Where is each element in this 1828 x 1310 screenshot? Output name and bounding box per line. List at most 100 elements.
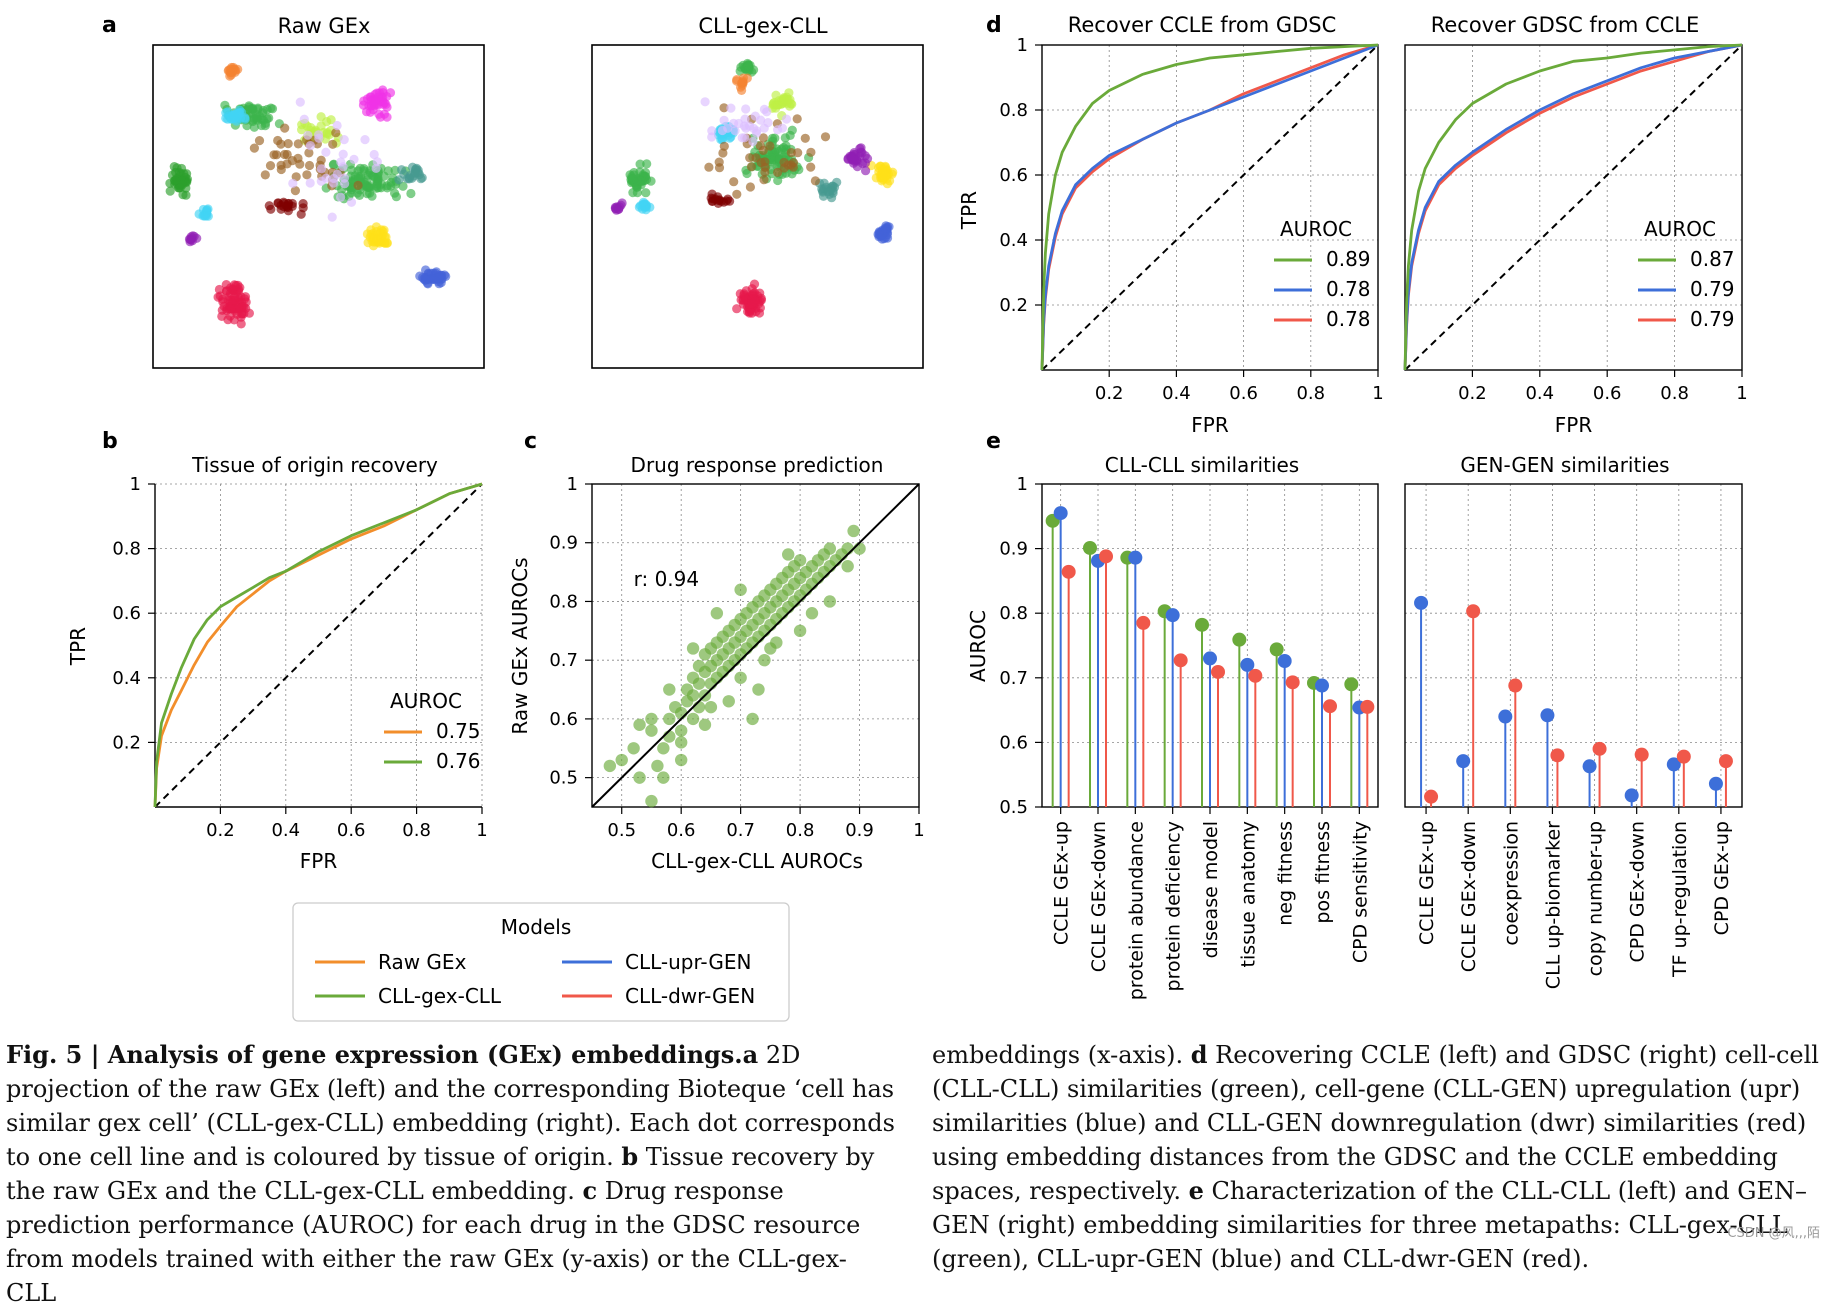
drug-point	[692, 700, 706, 714]
cell-line-point	[747, 308, 757, 318]
cell-line-point	[641, 188, 651, 198]
x-tick-label: 0.6	[337, 820, 366, 841]
cell-line-point	[349, 154, 359, 164]
lollipop-head	[1232, 632, 1247, 647]
caption-a-text: 2D projection of the raw GEx (left) and …	[6, 1041, 895, 1171]
roc-curve-CLL-gex-CLL	[153, 482, 483, 808]
cell-line-point	[748, 136, 758, 147]
cell-line-point	[417, 173, 427, 183]
cell-line-point	[203, 204, 213, 214]
cell-line-point	[360, 135, 370, 145]
cell-line-point	[332, 120, 342, 131]
cell-line-point	[880, 170, 890, 180]
cell-line-point	[730, 126, 740, 136]
cell-line-point	[737, 85, 747, 95]
drug-point	[841, 542, 854, 555]
cell-line-point	[704, 162, 714, 172]
cell-line-point	[264, 113, 274, 123]
cell-line-point	[418, 272, 428, 283]
cell-line-point	[266, 103, 276, 113]
legend-label-cll-dwr-gen: CLL-dwr-GEN	[625, 984, 755, 1008]
legend-value: 0.79	[1690, 277, 1735, 301]
panel-e-left-title: CLL-CLL similarities	[1105, 453, 1299, 477]
cell-line-point	[169, 162, 179, 172]
category-label: CCLE GEx-down	[1458, 821, 1480, 972]
x-tick-label: 0.7	[726, 820, 755, 841]
drug-point	[615, 753, 628, 767]
cell-line-point	[331, 128, 341, 138]
cell-line-point	[288, 178, 298, 188]
drug-point	[674, 724, 688, 737]
cell-line-point	[435, 272, 445, 282]
cell-line-point	[857, 148, 867, 158]
category-label: neg fitness	[1275, 821, 1297, 926]
lollipop-head	[1099, 549, 1113, 564]
caption-d-label: d	[1190, 1040, 1208, 1069]
lollipop-head	[1315, 678, 1329, 693]
y-tick-label: 0.6	[999, 165, 1028, 186]
cell-line-point	[316, 176, 326, 186]
cell-line-point	[792, 114, 802, 124]
cell-line-point	[719, 115, 729, 125]
caption-c-label: c	[582, 1176, 598, 1205]
cell-line-point	[316, 164, 326, 174]
cell-line-point	[369, 149, 379, 160]
drug-point	[627, 742, 640, 755]
legend-title: AUROC	[390, 689, 462, 713]
cell-line-point	[374, 238, 385, 248]
drug-point	[722, 695, 735, 708]
panel-label-a: a	[102, 13, 117, 38]
drug-point	[686, 689, 700, 702]
cell-line-point	[759, 175, 769, 185]
lollipop-head	[1624, 788, 1639, 803]
cell-line-point	[373, 92, 383, 102]
roc-curve-CLL-gex-CLL	[1040, 43, 1379, 371]
cll-gex-cll-projection-frame	[591, 44, 924, 369]
caption-e-label: e	[1188, 1176, 1204, 1205]
y-tick-label: 0.8	[999, 603, 1028, 624]
diagonal-reference	[154, 483, 483, 808]
drug-point	[686, 642, 700, 655]
x-tick-label: 0.8	[1296, 383, 1325, 404]
cell-line-point	[745, 182, 756, 192]
cell-line-point	[177, 180, 187, 190]
category-label: disease model	[1200, 821, 1222, 958]
cell-line-point	[236, 319, 246, 329]
cell-line-point	[272, 150, 282, 160]
x-tick-label: 1	[476, 820, 487, 841]
lollipop-head	[1269, 642, 1284, 657]
x-tick-label: 1	[913, 820, 924, 841]
panel-d-right-title: Recover GDSC from CCLE	[1431, 13, 1700, 37]
models-legend: Models Raw GEx CLL-gex-CLL CLL-upr-GEN C…	[292, 902, 790, 1022]
drug-point	[674, 753, 688, 767]
cell-line-point	[327, 212, 337, 222]
drug-point	[692, 677, 706, 690]
lollipop-head	[1708, 776, 1723, 791]
drug-point	[633, 718, 646, 731]
drug-point	[746, 712, 759, 726]
panel-label-c: c	[524, 429, 537, 454]
x-tick-label: 0.5	[607, 820, 636, 841]
drug-point	[793, 554, 807, 567]
lollipop-head	[1248, 668, 1263, 683]
cell-line-point	[381, 99, 391, 109]
cell-line-point	[346, 197, 357, 207]
lollipop-head	[1285, 675, 1300, 690]
cell-line-point	[779, 163, 789, 173]
y-axis-label: AUROC	[966, 610, 990, 682]
cell-line-point	[329, 159, 339, 169]
y-axis-label: Raw GEx AUROCs	[508, 557, 532, 734]
lollipop-head	[1128, 550, 1143, 565]
drug-point	[853, 542, 866, 555]
cell-line-point	[719, 103, 729, 113]
drug-point	[686, 712, 700, 726]
category-label: CLL up-biomarker	[1542, 821, 1564, 989]
y-tick-label: 0.7	[549, 650, 578, 671]
cell-line-point	[305, 178, 315, 188]
models-legend-title: Models	[501, 915, 571, 939]
cell-line-point	[845, 151, 855, 161]
cell-line-point	[399, 169, 409, 179]
cell-line-point	[282, 149, 292, 160]
legend-value: 0.79	[1690, 307, 1735, 331]
lollipop-head	[1360, 699, 1375, 714]
